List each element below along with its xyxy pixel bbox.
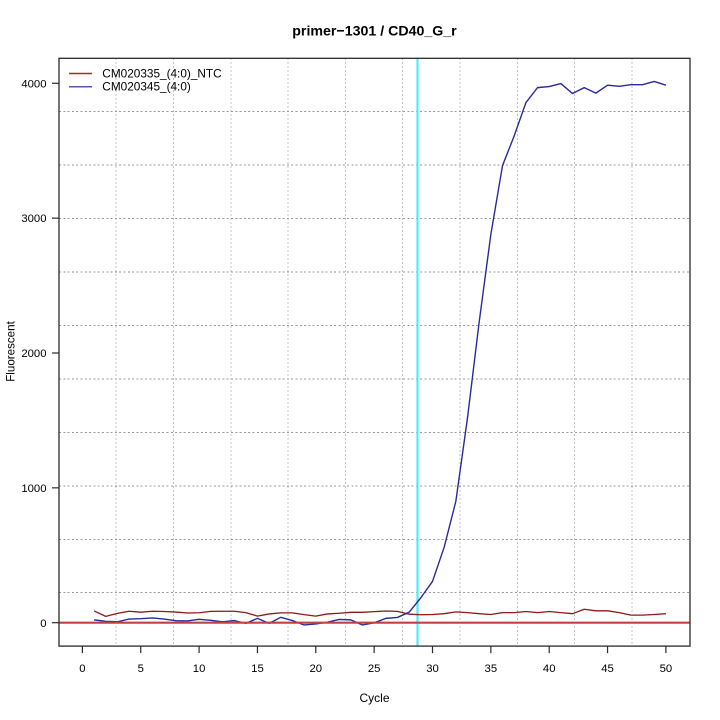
svg-text:Fluorescent: Fluorescent — [4, 320, 17, 381]
svg-text:Cycle: Cycle — [359, 691, 389, 705]
svg-text:CM020335_(4:0)_NTC: CM020335_(4:0)_NTC — [102, 67, 222, 81]
svg-text:10: 10 — [193, 663, 206, 675]
svg-text:3000: 3000 — [21, 213, 46, 225]
svg-text:30: 30 — [426, 663, 439, 675]
svg-text:40: 40 — [543, 663, 556, 675]
svg-text:1000: 1000 — [21, 483, 46, 495]
svg-text:4000: 4000 — [21, 78, 46, 90]
svg-text:primer−1301 / CD40_G_r: primer−1301 / CD40_G_r — [292, 24, 457, 40]
svg-text:25: 25 — [368, 663, 381, 675]
svg-text:0: 0 — [40, 618, 46, 630]
svg-text:5: 5 — [138, 663, 144, 675]
svg-text:35: 35 — [485, 663, 498, 675]
svg-text:45: 45 — [601, 663, 614, 675]
svg-text:2000: 2000 — [21, 348, 46, 360]
svg-text:15: 15 — [251, 663, 264, 675]
svg-text:50: 50 — [660, 663, 673, 675]
svg-text:20: 20 — [310, 663, 323, 675]
svg-text:0: 0 — [79, 663, 85, 675]
svg-text:CM020345_(4:0): CM020345_(4:0) — [102, 80, 191, 94]
